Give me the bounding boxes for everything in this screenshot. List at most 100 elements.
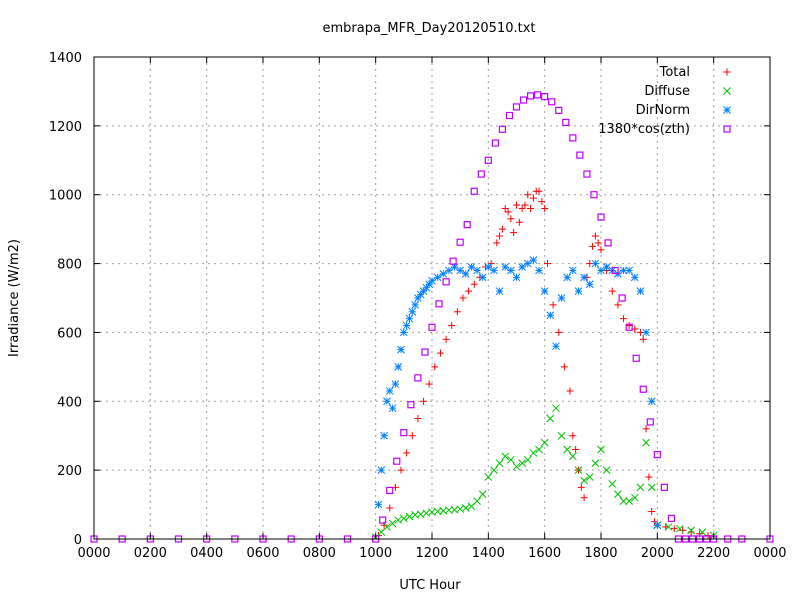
data-point — [470, 187, 478, 195]
data-point — [473, 497, 481, 505]
data-point — [490, 266, 498, 275]
data-point — [574, 466, 583, 474]
grid-lines — [94, 57, 770, 539]
data-point — [484, 156, 492, 164]
data-point — [473, 266, 481, 275]
data-point — [405, 314, 414, 323]
data-point — [546, 414, 555, 423]
x-tick-label: 2200 — [697, 546, 730, 561]
data-point — [555, 106, 563, 114]
data-point — [569, 432, 577, 440]
data-point — [399, 328, 408, 337]
data-point — [597, 213, 605, 221]
data-point — [687, 526, 695, 535]
x-tick-label: 1800 — [584, 546, 617, 561]
data-point — [518, 459, 526, 468]
data-point — [546, 311, 555, 320]
data-point — [393, 457, 401, 465]
data-point — [407, 401, 415, 409]
data-point — [459, 294, 467, 302]
data-point — [523, 259, 532, 268]
data-point — [580, 476, 588, 485]
data-point — [562, 118, 570, 127]
data-point — [505, 111, 514, 120]
data-point — [529, 194, 537, 202]
data-point — [572, 445, 580, 453]
legend-marker — [723, 106, 731, 114]
data-point — [667, 514, 676, 522]
data-point — [639, 385, 647, 393]
data-point — [653, 521, 662, 530]
data-point — [414, 415, 422, 422]
x-tick-label: 0000 — [77, 546, 110, 561]
data-point — [608, 480, 617, 488]
data-point — [576, 151, 584, 159]
x-tick-label: 0400 — [190, 546, 223, 561]
data-point — [397, 345, 405, 354]
legend-label: Diffuse — [644, 84, 690, 99]
data-point — [632, 354, 640, 362]
data-point — [495, 459, 504, 468]
data-point — [569, 134, 577, 142]
data-point — [408, 432, 416, 440]
data-point — [484, 473, 493, 481]
data-point — [552, 342, 560, 351]
data-point — [449, 257, 457, 265]
data-point — [583, 170, 591, 178]
data-point — [540, 287, 549, 295]
data-point — [529, 256, 538, 264]
data-point — [597, 246, 605, 254]
data-point — [445, 266, 453, 275]
legend-marker — [723, 125, 731, 133]
data-point — [504, 208, 512, 216]
data-point — [391, 380, 400, 388]
data-point — [414, 374, 422, 382]
data-point — [442, 335, 450, 343]
data-point — [535, 266, 543, 275]
data-point — [540, 438, 549, 447]
data-point — [647, 397, 656, 406]
x-axis-label: UTC Hour — [399, 578, 461, 593]
series-1 — [371, 404, 718, 542]
data-point — [405, 512, 414, 521]
data-point — [374, 500, 383, 509]
data-point — [574, 287, 583, 295]
data-point — [608, 287, 616, 295]
data-point — [512, 103, 521, 111]
data-point — [456, 238, 464, 246]
y-tick-label: 1400 — [49, 51, 82, 66]
data-point — [399, 514, 408, 523]
data-points — [90, 91, 774, 543]
data-point — [442, 278, 450, 286]
data-point — [524, 191, 532, 199]
data-point — [386, 504, 394, 512]
data-point — [679, 526, 687, 534]
x-tick-label: 0600 — [246, 546, 279, 561]
data-point — [620, 315, 628, 323]
data-point — [377, 466, 386, 474]
data-point — [535, 445, 543, 454]
data-point — [560, 363, 568, 371]
data-point — [510, 229, 518, 237]
data-point — [411, 301, 419, 309]
data-point — [645, 473, 653, 481]
data-point — [585, 280, 594, 289]
data-point — [421, 348, 429, 356]
x-tick-label: 2000 — [641, 546, 674, 561]
data-point — [636, 287, 645, 295]
data-point — [642, 438, 650, 447]
data-point — [498, 125, 507, 133]
data-point — [397, 466, 405, 474]
data-point — [625, 322, 633, 330]
data-point — [591, 459, 600, 468]
data-point — [461, 270, 470, 278]
data-point — [507, 455, 515, 464]
data-point — [555, 328, 563, 336]
data-point — [512, 273, 521, 282]
data-point — [577, 483, 585, 491]
data-point — [527, 204, 535, 212]
data-point — [611, 266, 619, 275]
data-point — [386, 486, 394, 495]
data-point — [563, 445, 572, 454]
data-point — [687, 528, 695, 536]
